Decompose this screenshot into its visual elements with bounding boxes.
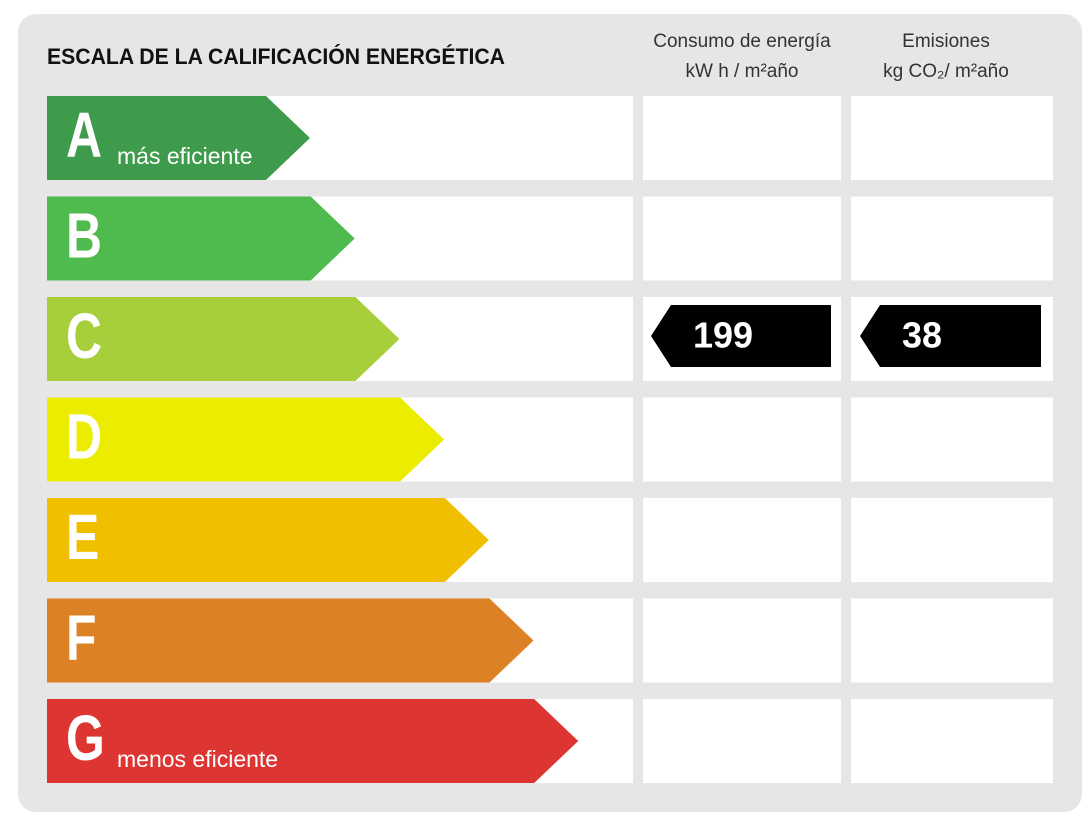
indicator-value: 199 <box>693 315 753 356</box>
rating-letter: A <box>66 100 102 171</box>
rating-arrow <box>47 498 489 582</box>
column-header: Consumo de energía <box>653 31 831 52</box>
indicator-value: 38 <box>902 315 942 356</box>
rating-letter: C <box>66 301 102 372</box>
rating-indicator <box>860 305 1041 367</box>
cell <box>851 699 1053 783</box>
rating-letter: F <box>66 603 96 674</box>
rating-arrow <box>47 699 579 783</box>
column-unit: kW h / m²año <box>686 61 799 82</box>
cell <box>643 699 841 783</box>
rating-arrow <box>47 598 534 683</box>
rating-arrow <box>47 96 310 180</box>
cell <box>643 397 841 482</box>
rating-note: más eficiente <box>117 143 253 169</box>
rating-indicator <box>651 305 831 367</box>
rating-letter: G <box>66 703 105 774</box>
column-header: Emisiones <box>902 31 990 52</box>
cell <box>851 498 1053 582</box>
cell <box>643 96 841 180</box>
rating-arrow <box>47 297 400 381</box>
title: ESCALA DE LA CALIFICACIÓN ENERGÉTICA <box>47 44 505 69</box>
rating-note: menos eficiente <box>117 746 278 772</box>
rating-letter: D <box>66 402 102 473</box>
cell <box>643 598 841 683</box>
cell <box>851 598 1053 683</box>
cell <box>851 397 1053 482</box>
cell <box>643 498 841 582</box>
cell <box>851 196 1053 281</box>
rating-arrow <box>47 196 355 281</box>
rating-letter: E <box>66 502 99 573</box>
rating-letter: B <box>66 201 102 272</box>
cell <box>851 96 1053 180</box>
rating-arrow <box>47 397 445 482</box>
column-unit: kg CO₂/ m²año <box>883 61 1009 82</box>
cell <box>643 196 841 281</box>
